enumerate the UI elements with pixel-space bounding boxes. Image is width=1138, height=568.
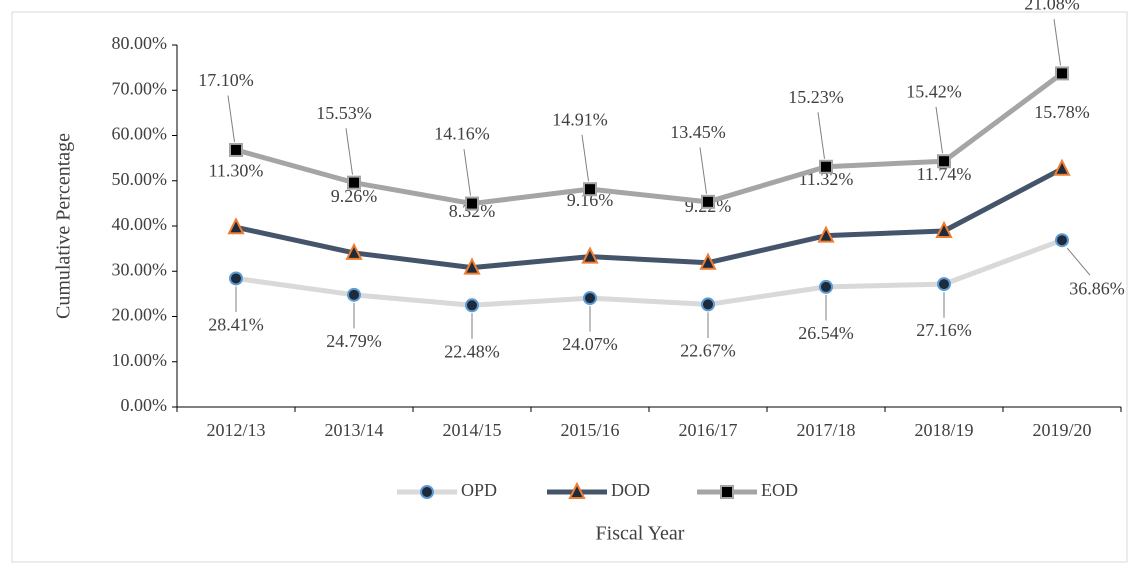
data-label: 24.07% [562, 334, 618, 354]
x-tick-label: 2013/14 [324, 420, 383, 440]
marker [1055, 66, 1069, 81]
x-tick-label: 2017/18 [796, 420, 855, 440]
data-label: 27.16% [916, 320, 972, 340]
marker [699, 252, 717, 270]
leader-line [699, 147, 707, 194]
marker [583, 182, 597, 197]
leader-line [1053, 18, 1061, 66]
data-label: 17.10% [198, 70, 254, 90]
marker [227, 217, 245, 235]
data-label: 14.91% [552, 109, 608, 129]
y-tick-label: 10.00% [112, 350, 168, 370]
marker [347, 175, 361, 190]
series-line [235, 166, 1064, 271]
x-axis-title: Fiscal Year [596, 523, 685, 545]
data-label: 22.67% [680, 341, 736, 361]
marker [229, 142, 243, 157]
data-label: 9.26% [331, 186, 378, 206]
marker [583, 291, 597, 306]
leader-line [817, 112, 825, 159]
leader-line [581, 134, 589, 182]
data-label: 22.48% [444, 341, 500, 361]
marker [465, 298, 479, 313]
x-tick-label: 2016/17 [678, 420, 737, 440]
marker [819, 279, 833, 294]
marker [568, 481, 586, 499]
marker [229, 271, 243, 286]
y-axis-title: Cumulative Percentage [53, 133, 75, 319]
marker [701, 297, 715, 312]
data-label: 15.78% [1034, 102, 1090, 122]
x-tick-label: 2019/20 [1032, 420, 1091, 440]
leader-line [935, 106, 943, 154]
marker [720, 485, 734, 499]
leader-line [1066, 247, 1091, 276]
data-label: 21.08% [1024, 0, 1080, 14]
y-tick-label: 60.00% [112, 124, 168, 144]
legend-label: EOD [761, 480, 798, 500]
marker [1055, 233, 1069, 248]
data-label: 13.45% [670, 122, 726, 142]
data-label: 11.74% [917, 164, 972, 184]
data-label: 15.23% [788, 87, 844, 107]
marker [1053, 158, 1071, 176]
marker [581, 246, 599, 264]
data-label: 15.42% [906, 81, 962, 101]
x-tick-label: 2012/13 [206, 420, 265, 440]
marker [937, 277, 951, 292]
y-tick-label: 80.00% [112, 33, 168, 53]
marker [819, 159, 833, 174]
data-label: 11.32% [799, 169, 854, 189]
marker [345, 242, 363, 260]
marker [347, 287, 361, 302]
data-label: 15.53% [316, 103, 372, 123]
marker [937, 154, 951, 169]
series-line [235, 71, 1064, 207]
data-label: 28.41% [208, 315, 264, 335]
marker [701, 194, 715, 209]
legend-label: DOD [611, 480, 650, 500]
data-label: 24.79% [326, 331, 382, 351]
x-tick-label: 2018/19 [914, 420, 973, 440]
marker [420, 485, 434, 499]
leader-line [345, 128, 353, 175]
leader-line [227, 95, 235, 143]
leader-line [463, 149, 471, 196]
series-line [235, 237, 1063, 308]
marker [817, 225, 835, 243]
y-tick-label: 20.00% [112, 305, 168, 325]
data-label: 14.16% [434, 124, 490, 144]
y-tick-label: 30.00% [112, 259, 168, 279]
data-label: 26.54% [798, 323, 854, 343]
marker [465, 196, 479, 211]
marker [935, 220, 953, 238]
y-tick-label: 50.00% [112, 169, 168, 189]
x-tick-label: 2015/16 [560, 420, 619, 440]
data-label: 9.16% [567, 190, 614, 210]
data-label: 36.86% [1069, 278, 1125, 298]
legend-label: OPD [461, 480, 497, 500]
marker [463, 257, 481, 275]
data-label: 8.32% [449, 201, 496, 221]
y-tick-label: 0.00% [121, 395, 168, 415]
y-tick-label: 40.00% [112, 214, 168, 234]
x-tick-label: 2014/15 [442, 420, 501, 440]
data-label: 11.30% [209, 160, 264, 180]
y-tick-label: 70.00% [112, 78, 168, 98]
